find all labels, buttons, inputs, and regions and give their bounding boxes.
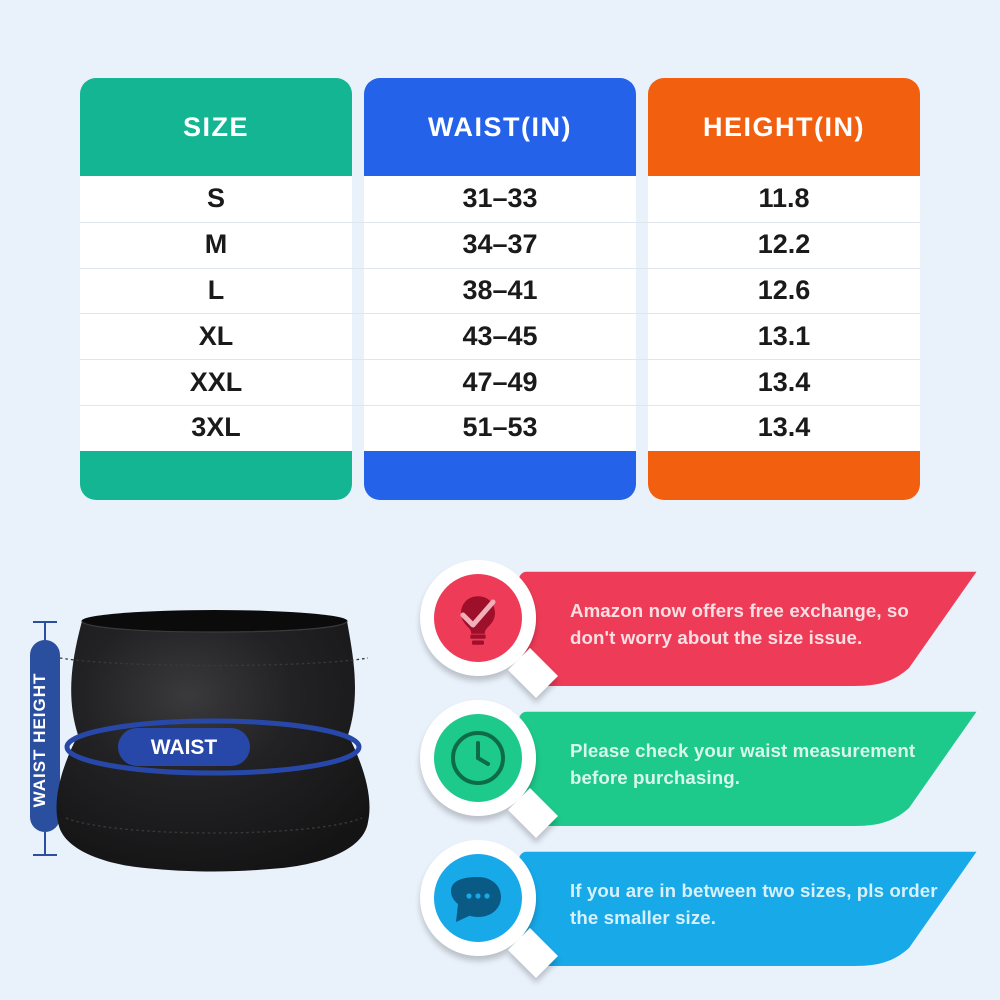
svg-text:WAIST: WAIST xyxy=(151,736,218,759)
svg-text:WAIST HEIGHT: WAIST HEIGHT xyxy=(30,673,49,808)
